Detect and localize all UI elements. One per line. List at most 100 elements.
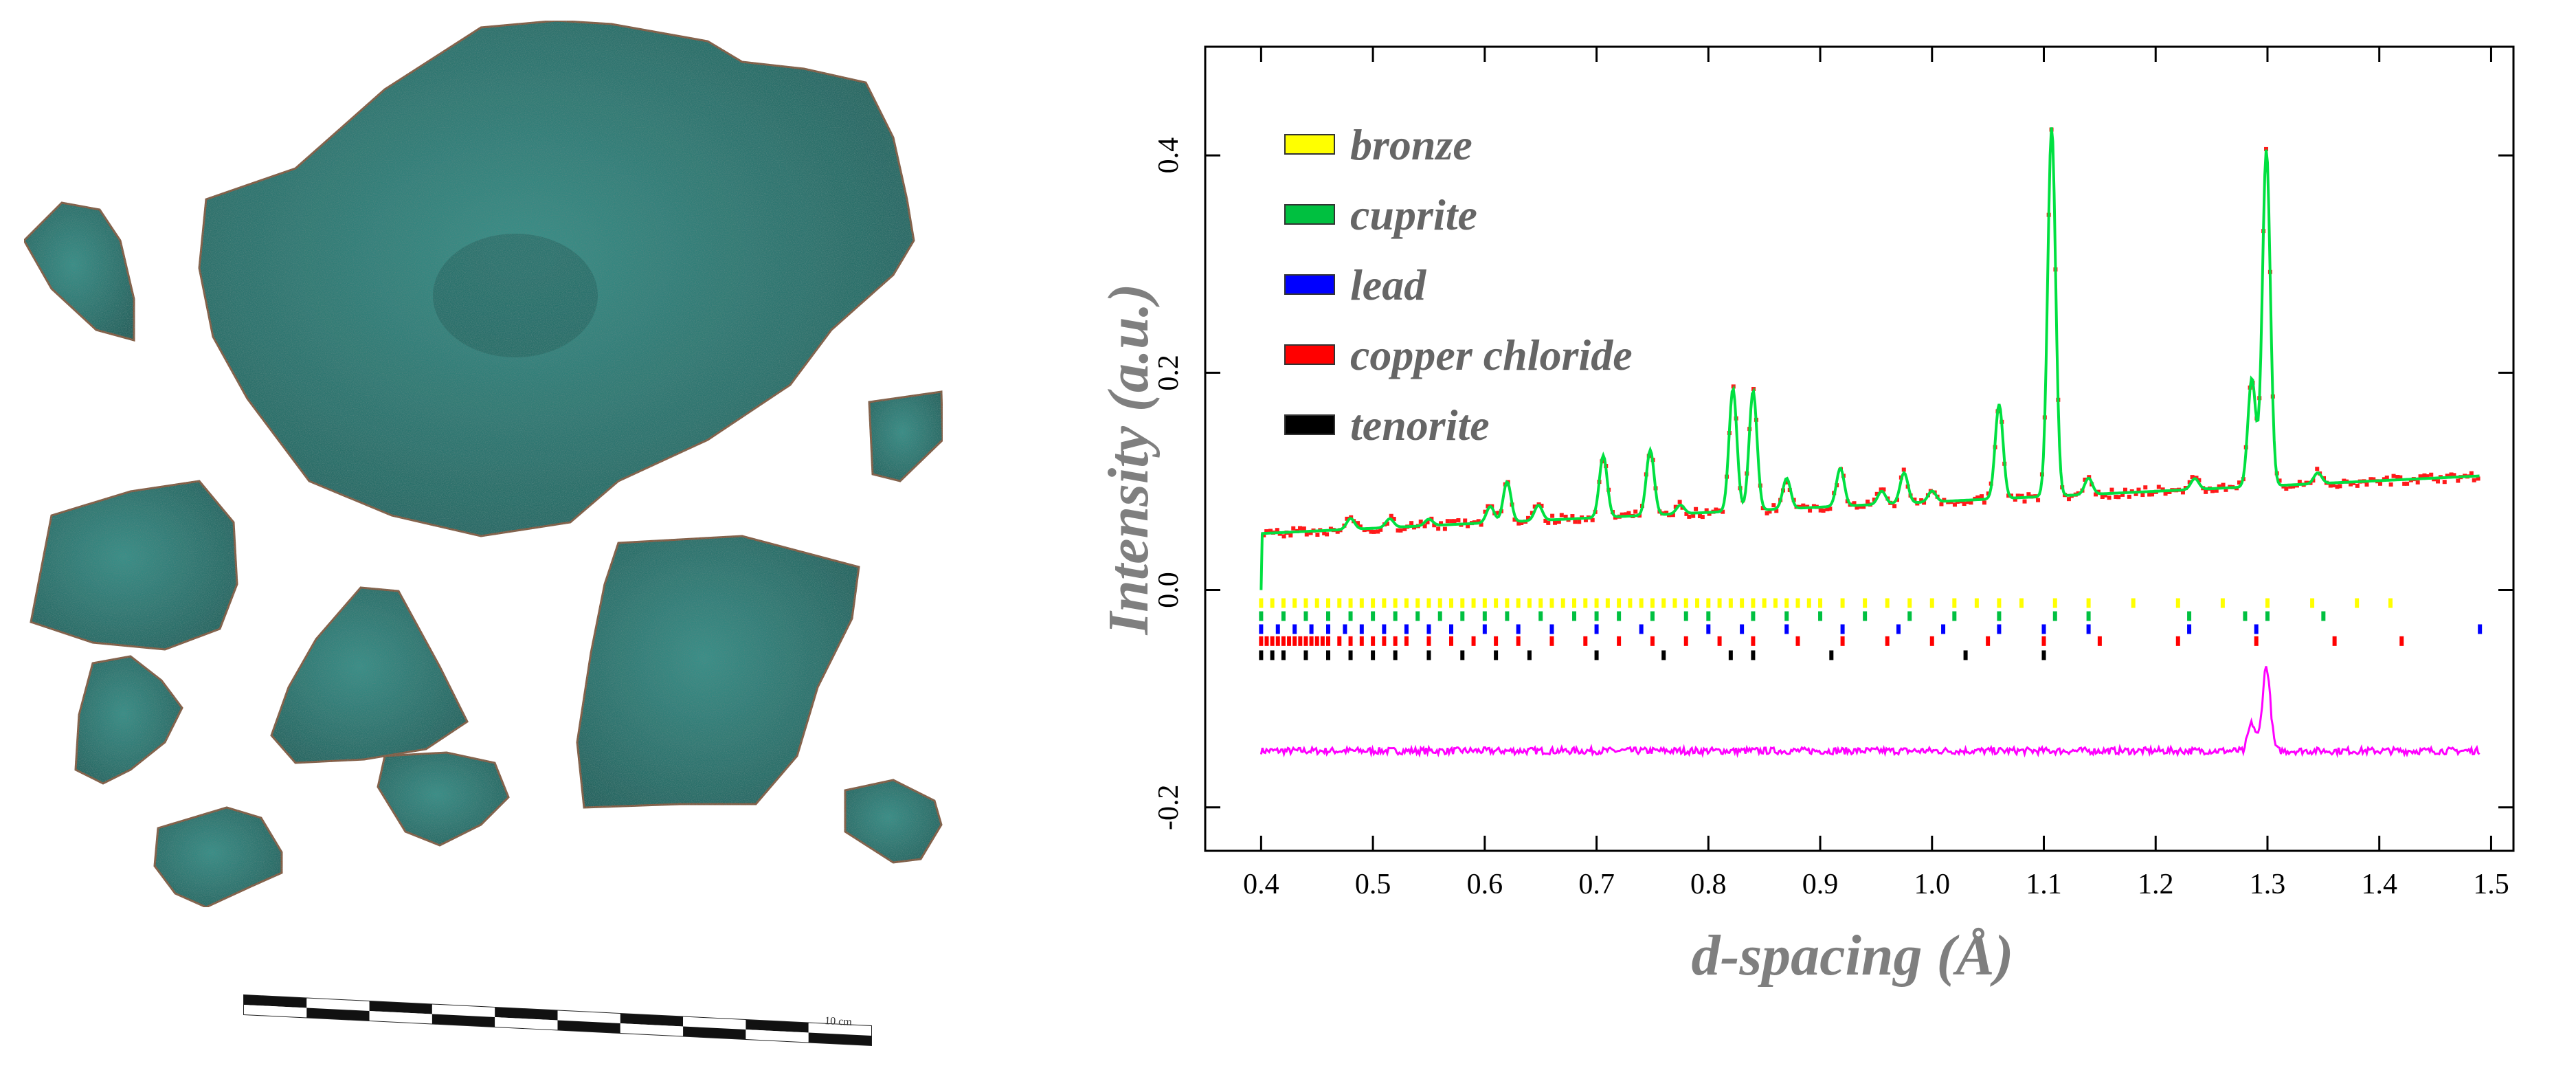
- observed-point: [2277, 478, 2282, 483]
- reflection-tick: [1460, 598, 1465, 608]
- observed-point: [1483, 509, 1488, 514]
- reflection-tick: [1348, 598, 1353, 608]
- reflection-tick: [1728, 650, 1733, 660]
- observed-point: [2150, 492, 2155, 497]
- observed-point: [2429, 472, 2434, 477]
- y-tick-label: 0.4: [1153, 137, 1185, 174]
- observed-point: [1445, 519, 1450, 524]
- reflection-tick: [1818, 611, 1823, 621]
- observed-point: [2425, 474, 2430, 479]
- x-tick-label: 1.4: [2361, 869, 2397, 900]
- observed-point: [2472, 478, 2476, 482]
- reflection-tick: [1818, 598, 1823, 608]
- reflection-tick: [1795, 636, 1800, 646]
- x-tick-label: 0.5: [1355, 869, 1391, 900]
- observed-point: [1980, 494, 1984, 499]
- reflection-tick: [1594, 624, 1599, 634]
- phase-ticks-cuprite: [1259, 611, 2326, 621]
- x-tick-label: 1.5: [2473, 869, 2509, 900]
- reflection-tick: [1986, 636, 1991, 646]
- observed-point: [2338, 484, 2342, 489]
- y-tick-label: -0.2: [1153, 785, 1185, 831]
- observed-point: [2288, 485, 2293, 489]
- observed-point: [2127, 494, 2131, 499]
- reflection-tick: [1437, 598, 1442, 608]
- reflection-tick: [1952, 611, 1957, 621]
- reflection-tick: [1751, 598, 1756, 608]
- observed-point: [2109, 487, 2114, 492]
- reflection-tick: [2187, 624, 2192, 634]
- reflection-tick: [1896, 624, 1901, 634]
- observed-point: [1912, 498, 1917, 502]
- scale-segment: [432, 1004, 495, 1018]
- observed-point: [2180, 490, 2185, 495]
- scale-segment: [620, 1014, 684, 1027]
- reflection-tick: [1270, 636, 1275, 646]
- scale-segment: [244, 1005, 307, 1018]
- reflection-tick: [1281, 598, 1286, 608]
- observed-point: [1425, 520, 1430, 524]
- fragment-6: [270, 586, 469, 764]
- reflection-tick: [1683, 636, 1688, 646]
- observed-point: [1486, 504, 1490, 509]
- observed-point: [2355, 483, 2360, 488]
- reflection-tick: [1371, 598, 1376, 608]
- observed-point: [1962, 502, 1967, 507]
- observed-point: [1801, 503, 1806, 508]
- reflection-tick: [1907, 611, 1912, 621]
- observed-point: [1969, 500, 1973, 505]
- legend-swatch-tenorite: [1284, 414, 1335, 435]
- observed-point: [2140, 493, 2145, 498]
- observed-point: [1577, 520, 1582, 524]
- reflection-tick: [1264, 636, 1269, 646]
- reflection-tick: [1393, 650, 1398, 660]
- reflection-tick: [1426, 624, 1431, 634]
- observed-point: [2197, 478, 2202, 482]
- fragments-illustration: 10 cm: [23, 19, 944, 1047]
- observed-point: [1288, 533, 1293, 538]
- observed-point: [2156, 485, 2161, 489]
- reflection-tick: [1628, 598, 1633, 608]
- reflection-tick: [2041, 624, 2046, 634]
- phase-ticks-lead: [1259, 624, 2483, 634]
- calculated-onset: [1259, 533, 1264, 590]
- observed-point: [1767, 509, 1772, 514]
- reflection-tick: [1762, 598, 1767, 608]
- observed-point: [1855, 505, 1859, 510]
- reflection-tick: [1572, 598, 1577, 608]
- reflection-tick: [1426, 636, 1431, 646]
- reflection-tick: [1482, 611, 1487, 621]
- fragments-photo: 10 cm: [0, 0, 962, 1065]
- observed-point: [2364, 482, 2369, 487]
- legend-label-cuprite: cuprite: [1350, 190, 1477, 239]
- x-tick-label: 1.1: [2026, 869, 2062, 900]
- reflection-tick: [2131, 598, 2136, 608]
- observed-point: [1525, 515, 1530, 520]
- reflection-tick: [1941, 624, 1946, 634]
- observed-point: [2469, 471, 2474, 476]
- reflection-tick: [1538, 598, 1543, 608]
- observed-point: [1700, 515, 1705, 520]
- observed-point: [1322, 531, 1327, 535]
- legend-swatch-lead: [1284, 274, 1335, 295]
- reflection-tick: [1672, 598, 1677, 608]
- observed-point: [2442, 480, 2447, 485]
- scale-segment: [683, 1026, 746, 1040]
- observed-point: [2291, 484, 2296, 489]
- observed-point: [1297, 526, 1302, 531]
- observed-point: [1409, 521, 1414, 526]
- observed-point: [1376, 529, 1380, 534]
- scale-segment: [306, 1008, 370, 1021]
- observed-point: [1901, 467, 1906, 472]
- reflection-tick: [1516, 624, 1521, 634]
- reflection-tick: [1343, 624, 1347, 634]
- dark-corrosion-patch: [433, 234, 598, 357]
- scale-segment: [244, 995, 307, 1008]
- observed-point: [1432, 523, 1437, 528]
- reflection-tick: [1348, 636, 1353, 646]
- x-tick-label: 0.8: [1690, 869, 1727, 900]
- observed-point: [1765, 511, 1769, 515]
- reflection-tick: [1281, 650, 1286, 660]
- observed-point: [2022, 499, 2027, 504]
- x-tick-label: 1.0: [1914, 869, 1951, 900]
